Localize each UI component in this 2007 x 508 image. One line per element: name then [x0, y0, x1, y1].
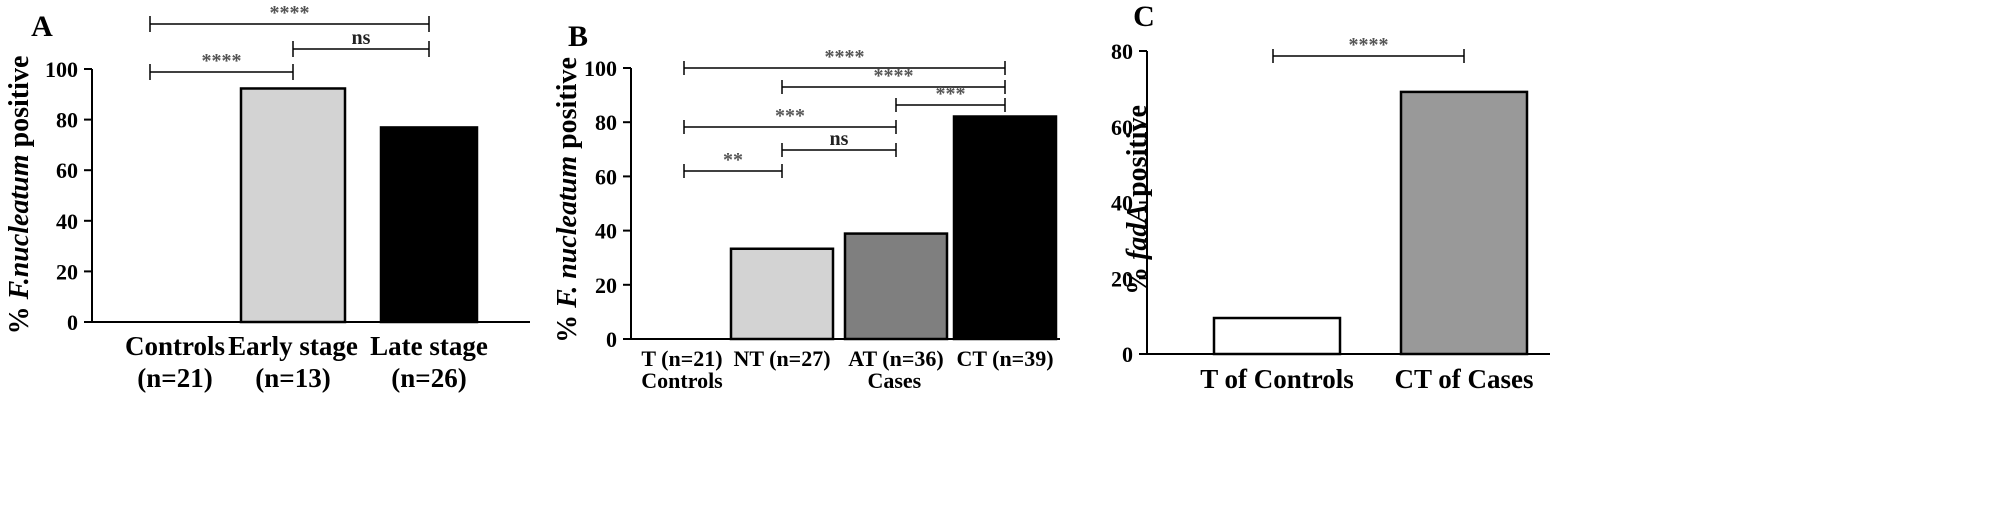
y-axis-label-part: % [1122, 260, 1153, 295]
significance-label: *** [936, 83, 966, 105]
bar [843, 232, 949, 341]
y-tick-label: 20 [56, 259, 78, 284]
y-axis-label-part: F.nucleatum [4, 154, 35, 300]
y-tick-label: 40 [1111, 191, 1133, 216]
category-label: CT (n=39) [956, 346, 1053, 371]
y-axis-label: % F.nucleatum positive [4, 56, 35, 335]
bar [239, 87, 347, 324]
y-axis-label-part: F. nucleatum [552, 156, 583, 309]
y-axis-label-part: fadA [1122, 204, 1153, 260]
y-tick-label: 20 [595, 273, 617, 298]
y-axis-label-part: % [4, 299, 35, 334]
category-sublabel: (n=21) [137, 363, 212, 393]
significance-label: *** [775, 105, 805, 127]
y-tick-label: 0 [606, 327, 617, 352]
y-tick-label: 20 [1111, 266, 1133, 291]
category-label: T of Controls [1200, 364, 1354, 394]
panel-label: C [1133, 0, 1155, 33]
category-label: Early stage [228, 331, 358, 361]
category-sublabel: (n=26) [391, 363, 466, 393]
bar [952, 115, 1058, 341]
category-label: Controls [125, 331, 225, 361]
bar [379, 126, 479, 324]
panel-label: B [568, 20, 588, 53]
category-label: AT (n=36) [848, 346, 943, 371]
y-tick-label: 100 [584, 56, 617, 81]
y-axis-label-part: positive [4, 56, 35, 155]
y-tick-label: 80 [1111, 39, 1133, 64]
y-tick-label: 80 [56, 108, 78, 133]
significance-label: ns [830, 128, 849, 150]
bar [1212, 316, 1342, 356]
y-axis-label-part: % [552, 308, 583, 343]
significance-label: **** [874, 65, 914, 87]
significance-label: **** [202, 50, 242, 72]
y-axis-label: % F. nucleatum positive [552, 57, 583, 343]
y-tick-label: 60 [595, 164, 617, 189]
bar [1399, 90, 1529, 356]
group-label: Cases [867, 368, 921, 393]
panel-b-chart: B 0 20 40 60 80 100% F. nucleatum positive T (n… [552, 20, 1060, 393]
significance-label: ** [723, 149, 743, 171]
category-label: CT of Cases [1394, 364, 1533, 394]
significance-label: **** [825, 46, 865, 68]
y-axis-label: % fadA positive [1122, 105, 1153, 295]
bar [729, 247, 835, 341]
y-tick-label: 0 [67, 310, 78, 335]
y-tick-label: 0 [1122, 342, 1133, 367]
category-label: NT (n=27) [733, 346, 830, 371]
panel-label: A [31, 10, 53, 43]
y-tick-label: 100 [45, 57, 78, 82]
y-tick-label: 60 [56, 158, 78, 183]
category-label: Late stage [370, 331, 488, 361]
significance-label: ns [352, 27, 371, 49]
y-tick-label: 60 [1111, 115, 1133, 140]
y-axis-label-part: positive [1122, 105, 1153, 204]
y-axis-label-part: positive [552, 57, 583, 156]
y-tick-label: 40 [56, 209, 78, 234]
group-label: Controls [641, 368, 723, 393]
significance-label: **** [270, 2, 310, 24]
y-tick-label: 80 [595, 110, 617, 135]
category-sublabel: (n=13) [255, 363, 330, 393]
category-label: T (n=21) [641, 346, 722, 371]
y-tick-label: 40 [595, 219, 617, 244]
significance-label: **** [1349, 34, 1389, 56]
